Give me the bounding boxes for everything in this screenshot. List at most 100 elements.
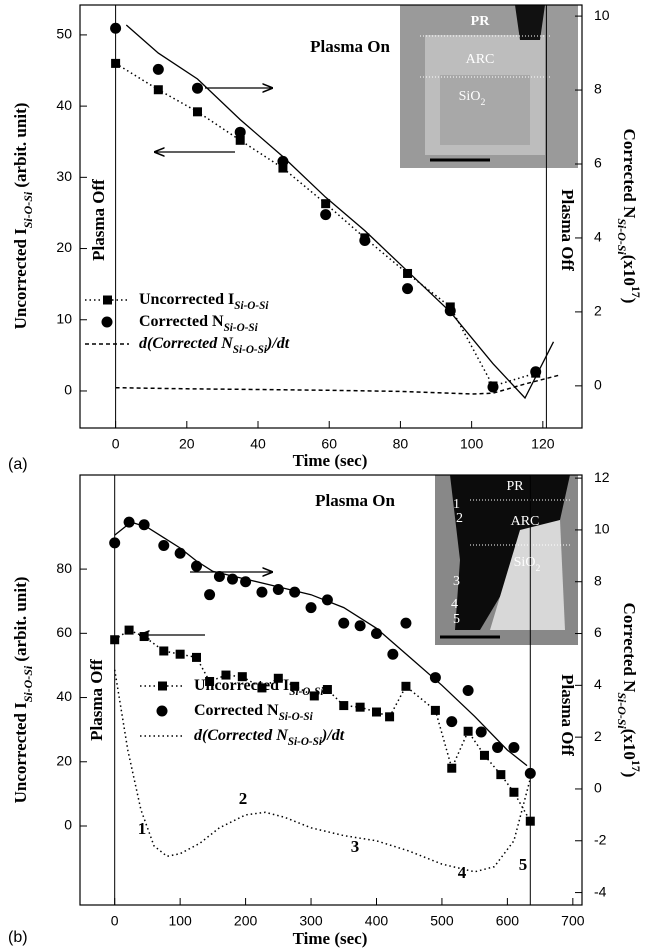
circle-marker xyxy=(530,366,542,378)
x-tick-label: 100 xyxy=(168,913,192,929)
legend-entry-part: Si-O-Si xyxy=(289,686,324,698)
square-marker xyxy=(124,625,134,635)
y-axis-label-part: Si-O-Si xyxy=(21,191,35,228)
inset-label: ARC xyxy=(511,514,540,529)
square-marker xyxy=(192,107,202,117)
y2-axis-label: Corrected NSi-O-Si(x1017) xyxy=(615,603,643,778)
series-line xyxy=(125,24,555,400)
circle-marker xyxy=(446,716,458,728)
y2-axis-label-part: Si-O-Si xyxy=(615,218,629,255)
square-marker xyxy=(463,726,473,736)
inset-label: PR xyxy=(471,14,491,29)
circle-marker xyxy=(354,620,366,632)
plasma-on: Plasma On xyxy=(310,37,390,56)
y-axis-label-part: (arbit. unit) xyxy=(11,577,30,666)
square-marker xyxy=(371,707,381,717)
circle-marker xyxy=(305,602,317,614)
y-axis-label-part: Uncorrected I xyxy=(11,702,30,804)
x-tick-label: 60 xyxy=(321,436,337,452)
circle-marker xyxy=(487,381,499,393)
square-marker xyxy=(153,85,163,95)
y-tick-label: 80 xyxy=(56,560,72,576)
x-tick-label: 500 xyxy=(430,913,454,929)
y2-axis-label: Corrected NSi-O-Si(x1017) xyxy=(615,129,643,304)
square-marker xyxy=(509,787,519,797)
square-marker xyxy=(205,676,215,686)
y-tick-label: 20 xyxy=(56,752,72,768)
y-axis-label: Uncorrected ISi-O-Si (arbit. unit) xyxy=(11,103,35,330)
square-marker xyxy=(273,673,283,683)
circle-marker xyxy=(462,685,474,697)
y-axis-label-part: Si-O-Si xyxy=(21,665,35,702)
x-axis-label: Time (sec) xyxy=(293,451,368,470)
inset-label: ARC xyxy=(466,52,495,67)
x-tick-label: 300 xyxy=(299,913,323,929)
legend-entry-part: Si-O-Si xyxy=(279,711,314,723)
x-tick-label: 80 xyxy=(393,436,409,452)
square-marker xyxy=(403,268,413,278)
circle-marker xyxy=(524,767,536,779)
legend-marker xyxy=(156,705,168,717)
inset-b xyxy=(435,475,578,645)
y2-axis-label-part: 17 xyxy=(629,760,643,772)
plasma-on: Plasma On xyxy=(315,491,395,510)
y-tick-label: 60 xyxy=(56,624,72,640)
square-marker xyxy=(139,632,149,642)
legend-entry: Corrected NSi-O-Si xyxy=(139,313,259,334)
circle-marker xyxy=(191,82,203,94)
y2-tick-label: 10 xyxy=(594,7,610,23)
legend-marker xyxy=(101,316,113,328)
inset-marker: 1 xyxy=(453,497,460,512)
y2-tick-label: 2 xyxy=(594,303,602,319)
y2-axis-label-part: Corrected N xyxy=(620,603,639,694)
x-tick-label: 0 xyxy=(112,436,120,452)
inset-label: PR xyxy=(506,479,524,494)
circle-marker xyxy=(400,617,412,629)
legend-entry-part: )/dt xyxy=(265,335,290,352)
circle-marker xyxy=(174,547,186,559)
series-line xyxy=(115,374,561,395)
y2-tick-label: 4 xyxy=(594,676,602,692)
curve-marker: 3 xyxy=(351,837,360,856)
circle-marker xyxy=(320,209,332,221)
y-tick-label: 50 xyxy=(56,26,72,42)
circle-marker xyxy=(234,126,246,138)
y2-tick-label: 10 xyxy=(594,521,610,537)
inset-a xyxy=(400,5,578,168)
square-marker xyxy=(339,701,349,711)
y2-tick-label: 12 xyxy=(594,469,610,485)
legend-entry-part: Corrected N xyxy=(194,702,279,719)
curve-marker: 1 xyxy=(138,819,147,838)
square-marker xyxy=(355,702,365,712)
legend-entry-part: d(Corrected N xyxy=(139,335,234,352)
circle-marker xyxy=(387,648,399,660)
circle-marker xyxy=(492,742,504,754)
circle-marker xyxy=(444,305,456,317)
plasma-off: Plasma Off xyxy=(89,179,108,261)
square-marker xyxy=(401,681,411,691)
plot-frame xyxy=(79,474,583,906)
square-marker xyxy=(479,750,489,760)
y2-tick-label: 8 xyxy=(594,81,602,97)
legend-entry: Uncorrected ISi-O-Si xyxy=(194,677,324,698)
y-tick-label: 10 xyxy=(56,310,72,326)
circle-marker xyxy=(110,22,122,34)
legend-entry-part: Si-O-Si xyxy=(233,344,268,356)
curve-marker: 4 xyxy=(458,863,467,882)
inset-label: SiO2 xyxy=(459,89,486,108)
inset-label-part: SiO xyxy=(459,89,481,104)
circle-marker xyxy=(158,539,170,551)
x-axis-label: Time (sec) xyxy=(293,929,368,948)
legend-entry-part: Corrected N xyxy=(139,313,224,330)
x-tick-label: 700 xyxy=(561,913,585,929)
square-marker xyxy=(525,816,535,826)
y2-tick-label: 0 xyxy=(594,377,602,393)
y2-axis-label-part: Si-O-Si xyxy=(615,692,629,729)
legend-entry: Corrected NSi-O-Si xyxy=(194,702,314,723)
y2-tick-label: 6 xyxy=(594,155,602,171)
inset-label-part: 2 xyxy=(480,97,485,108)
square-marker xyxy=(111,58,121,68)
inset-label-part: SiO xyxy=(514,555,536,570)
y2-axis-label-part: 17 xyxy=(629,286,643,298)
